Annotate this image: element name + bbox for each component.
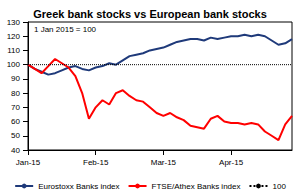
- svg-text:FTSE/Athex Banks index: FTSE/Athex Banks index: [152, 182, 241, 191]
- svg-text:50: 50: [11, 131, 20, 140]
- svg-text:Greek bank stocks vs European: Greek bank stocks vs European bank stock…: [33, 8, 267, 20]
- svg-text:70: 70: [11, 103, 20, 112]
- svg-text:130: 130: [7, 18, 21, 27]
- svg-text:80: 80: [11, 89, 20, 98]
- svg-text:40: 40: [11, 146, 20, 155]
- svg-text:100: 100: [7, 60, 21, 69]
- svg-text:Feb-15: Feb-15: [83, 158, 109, 167]
- svg-text:Eurostoxx Banks index: Eurostoxx Banks index: [38, 182, 119, 191]
- svg-text:100: 100: [272, 182, 286, 191]
- svg-text:90: 90: [11, 74, 20, 83]
- svg-text:120: 120: [7, 32, 21, 41]
- svg-text:1 Jan 2015 = 100: 1 Jan 2015 = 100: [34, 25, 97, 34]
- svg-text:60: 60: [11, 117, 20, 126]
- svg-text:Apr-15: Apr-15: [219, 158, 244, 167]
- svg-text:110: 110: [7, 46, 20, 55]
- svg-text:Mar-15: Mar-15: [151, 158, 177, 167]
- svg-text:Jan-15: Jan-15: [16, 158, 41, 167]
